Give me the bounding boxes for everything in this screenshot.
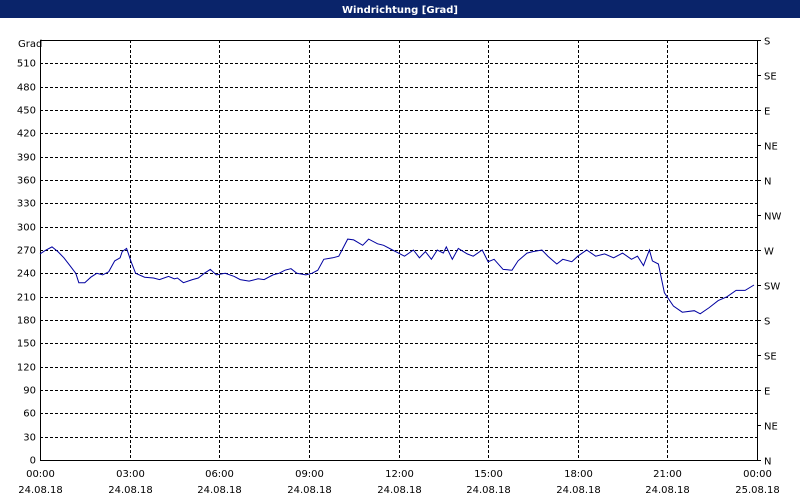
x-tick-label: 15:00 (474, 469, 503, 480)
x-tick-label: 21:00 (653, 469, 682, 480)
y2-tick-label: S (764, 37, 770, 48)
y-tick-label: 300 (17, 223, 36, 234)
chart-title: Windrichtung [Grad] (342, 5, 458, 16)
y-tick-label: 30 (23, 433, 36, 444)
y-tick-label: 510 (17, 59, 36, 70)
y2-tick-label: E (764, 387, 770, 398)
x-tick-label: 00:00 (743, 469, 772, 480)
y-tick-label: 360 (17, 176, 36, 187)
y-tick-label: 90 (23, 386, 36, 397)
y2-tick-label: NE (764, 422, 778, 433)
y2-tick-label: E (764, 107, 770, 118)
title-bar (0, 0, 800, 18)
x-tick-date: 24.08.18 (377, 485, 422, 496)
y2-tick-label: N (764, 457, 771, 468)
y-tick-label: 150 (17, 339, 36, 350)
y-tick-label: 390 (17, 153, 36, 164)
data-line (39, 238, 755, 315)
y-tick-label: 240 (17, 269, 36, 280)
y-tick-label: 270 (17, 246, 36, 257)
y2-tick-label: NE (764, 142, 778, 153)
x-tick-label: 03:00 (116, 469, 145, 480)
x-tick-date: 24.08.18 (18, 485, 63, 496)
y-tick-label: 60 (23, 409, 36, 420)
y-tick-label: 480 (17, 83, 36, 94)
x-tick-date: 24.08.18 (287, 485, 332, 496)
plot-frame (40, 40, 758, 461)
y-tick-label: 0 (30, 456, 36, 467)
y2-tick-label: SE (764, 352, 777, 363)
y2-tick-label: SE (764, 72, 777, 83)
y-tick-label: 120 (17, 363, 36, 374)
x-tick-label: 18:00 (564, 469, 593, 480)
x-tick-label: 09:00 (295, 469, 324, 480)
y-tick-label: 420 (17, 129, 36, 140)
y-tick-label: 450 (17, 106, 36, 117)
y2-tick-label: SW (764, 282, 780, 293)
x-tick-date: 24.08.18 (556, 485, 601, 496)
x-tick-label: 06:00 (205, 469, 234, 480)
x-tick-date: 24.08.18 (466, 485, 511, 496)
x-tick-label: 00:00 (26, 469, 55, 480)
y2-tick-label: W (764, 247, 774, 258)
y2-tick-label: N (764, 177, 771, 188)
y-tick-label: 330 (17, 199, 36, 210)
y-tick-label: 210 (17, 293, 36, 304)
y-tick-label: 180 (17, 316, 36, 327)
plot: 0 30 60 90 120 150 180 210 240 270 300 330 360 390 420… (17, 37, 782, 497)
y-axis-label: Grad (18, 39, 42, 50)
x-tick-date: 25.08.18 (735, 485, 780, 496)
x-tick-date: 24.08.18 (108, 485, 153, 496)
x-tick-date: 24.08.18 (645, 485, 690, 496)
y2-tick-label: S (764, 317, 770, 328)
y2-tick-label: NW (764, 212, 781, 223)
x-tick-label: 12:00 (385, 469, 414, 480)
x-tick-date: 24.08.18 (197, 485, 242, 496)
